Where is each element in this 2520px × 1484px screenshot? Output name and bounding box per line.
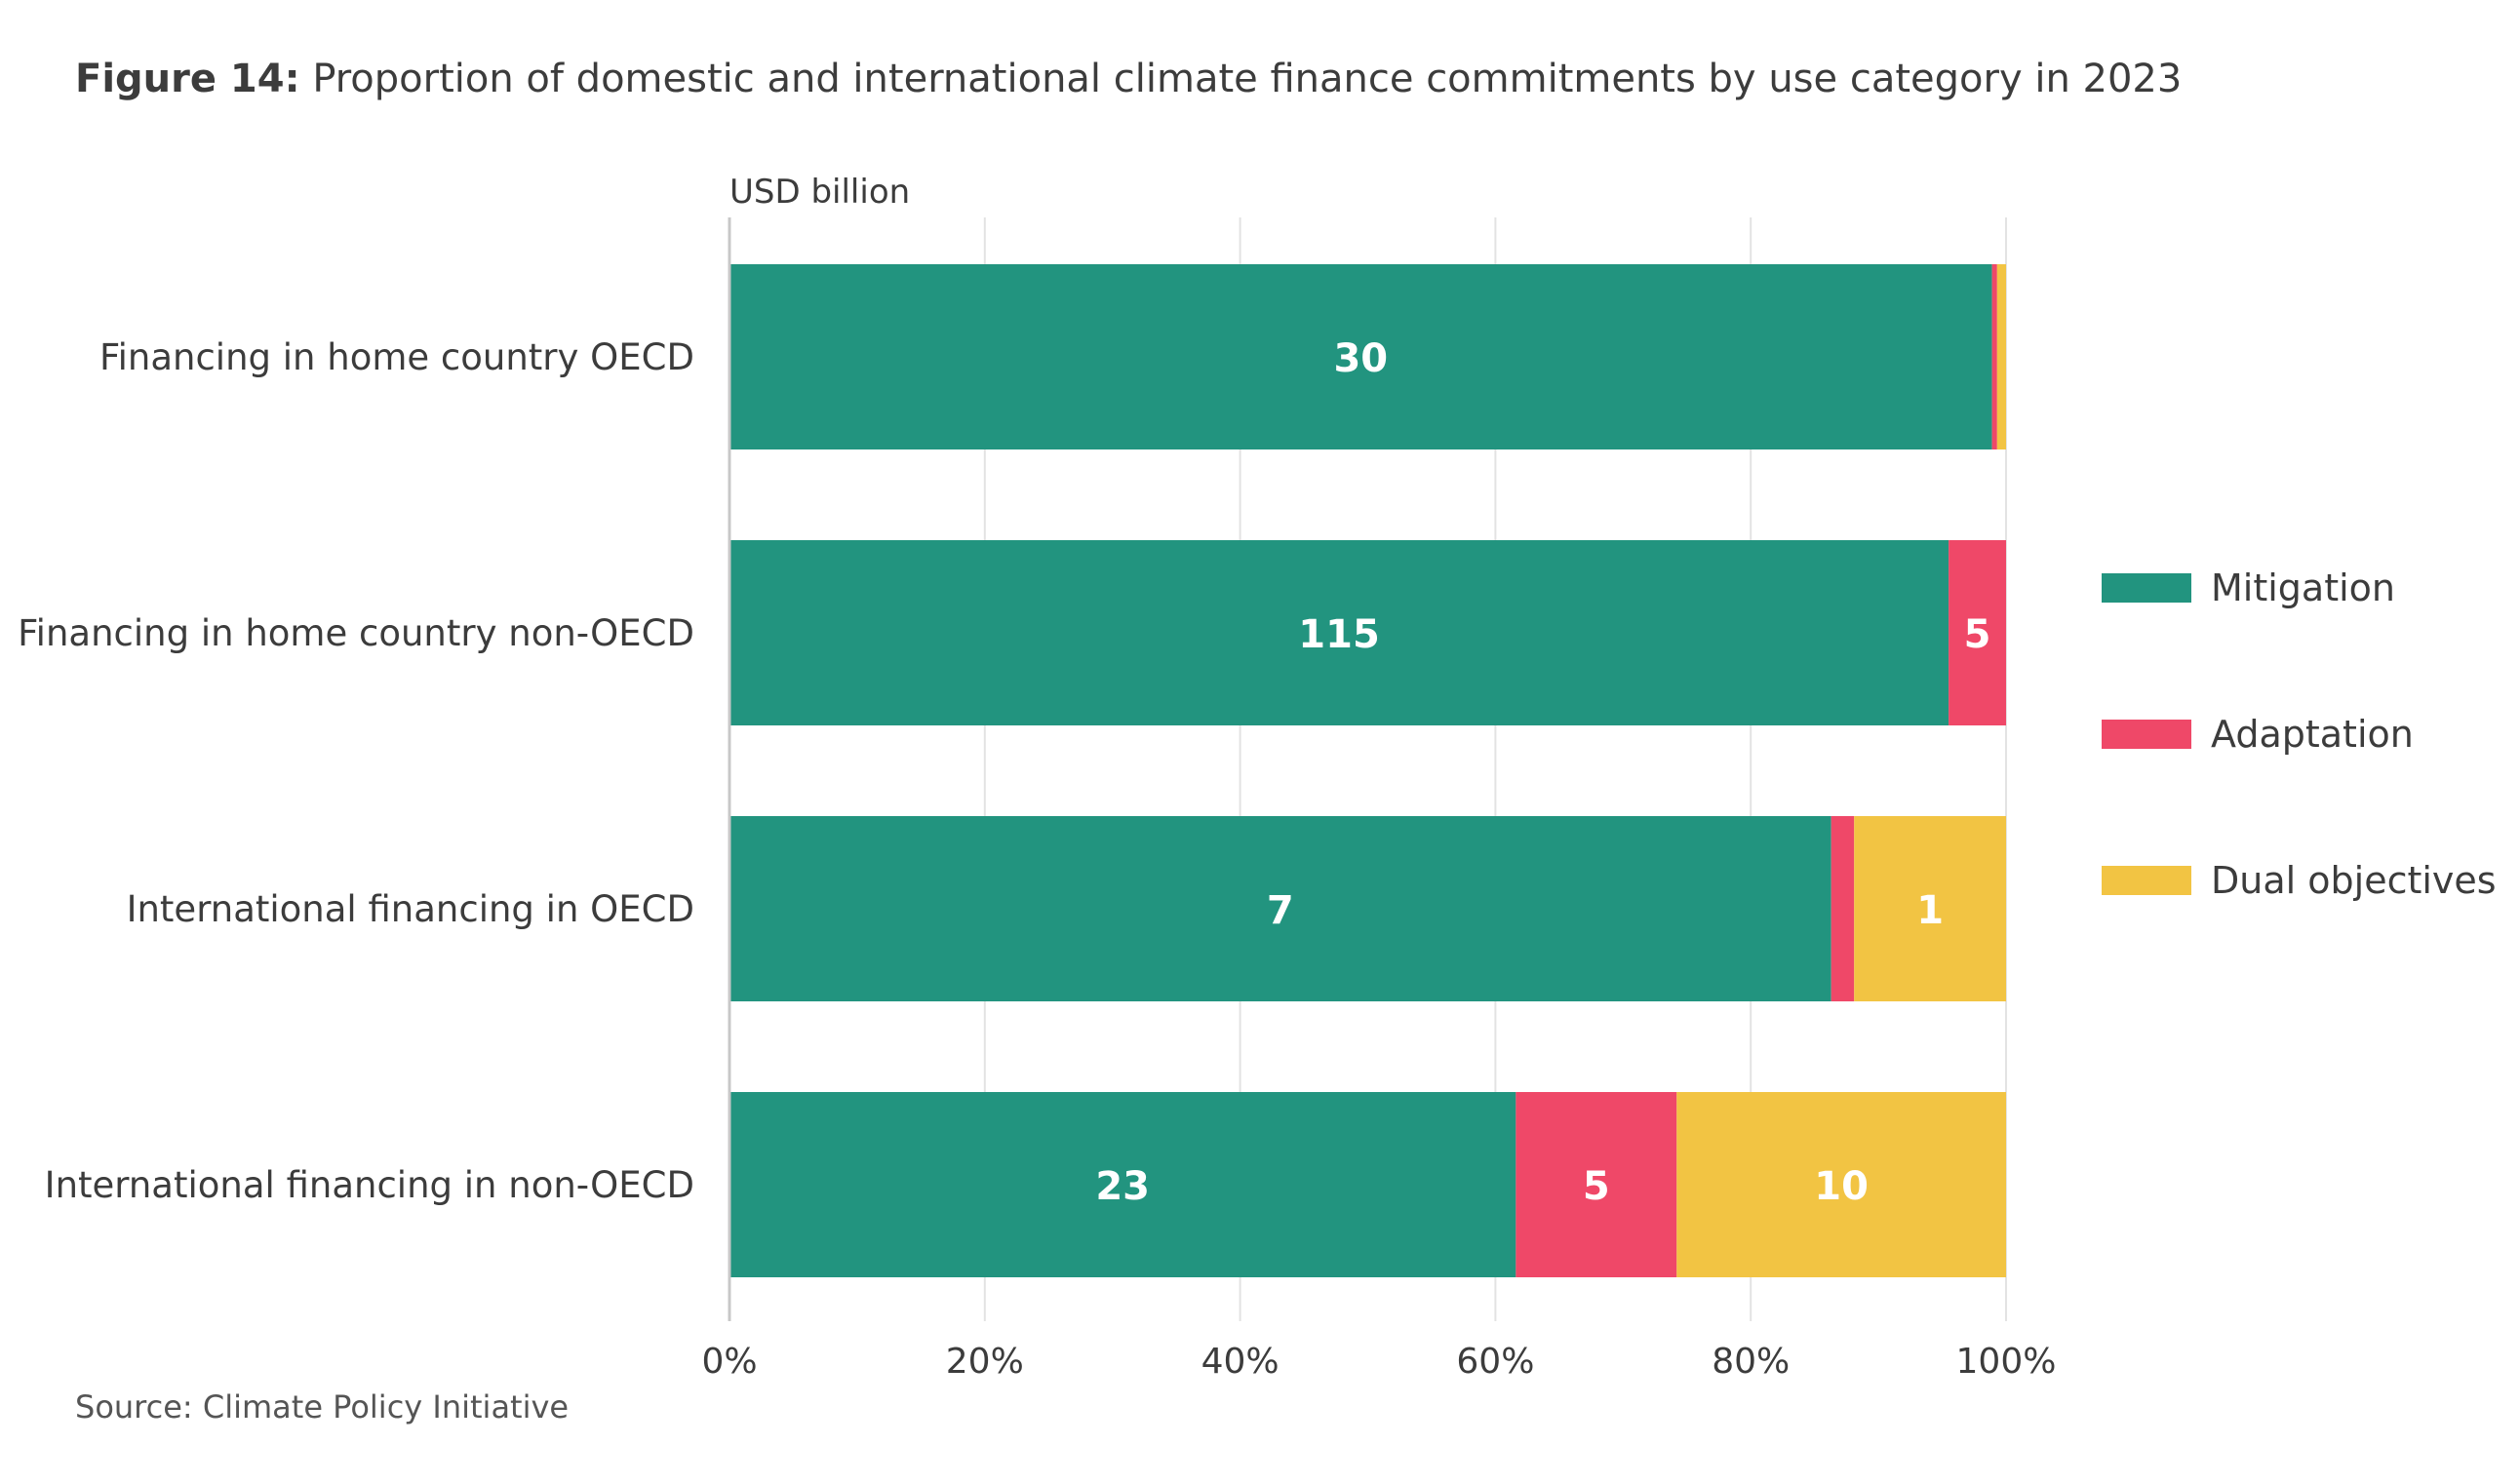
bar-segment-mitigation [729,264,1992,449]
legend-label: Dual objectives [2211,859,2497,902]
category-label: Financing in home country non-OECD [18,612,694,654]
legend: Mitigation Adaptation Dual objectives [2102,566,2497,902]
bar-segment-adaptation [1949,540,2006,725]
legend-swatch [2102,866,2191,895]
data-label: 1 [1916,888,1944,933]
bars: 30 115 5 7 1 23 5 10 [729,264,2006,1277]
data-label: 7 [1267,888,1294,933]
data-label: 10 [1814,1164,1869,1209]
x-tick-label: 40% [1201,1342,1280,1382]
bar-segment-mitigation [729,540,1949,725]
bar-segment-adaptation [1831,816,1855,1001]
bar-segment-dual-objectives [1996,264,2006,449]
legend-swatch [2102,720,2191,749]
bar-segment-dual-objectives [1676,1092,2006,1277]
x-tick-label: 100% [1956,1342,2057,1382]
category-label: International financing in OECD [127,888,694,930]
category-label: Financing in home country OECD [99,336,694,378]
x-tick-label: 0% [701,1342,757,1382]
x-tick-label: 20% [946,1342,1024,1382]
legend-label: Adaptation [2211,713,2414,756]
unit-label: USD billion [729,173,910,212]
data-label: 23 [1095,1164,1150,1209]
bar-segment-adaptation [1516,1092,1677,1277]
figure-title: Figure 14: Proportion of domestic and in… [75,57,2182,101]
figure-label: Figure 14: [75,57,300,101]
data-label: 5 [1964,612,1991,657]
bar-segment-mitigation [729,816,1831,1001]
x-tick-label: 60% [1456,1342,1534,1382]
axes: 0% 20% 40% 60% 80% 100% USD billion Financing i… [18,173,2056,1382]
bar-segment-mitigation [729,1092,1516,1277]
bar-segment-dual-objectives [1854,816,2006,1001]
data-label: 30 [1333,336,1388,381]
data-label: 5 [1583,1164,1610,1209]
legend-swatch [2102,573,2191,603]
bar-segment-adaptation [1991,264,1997,449]
category-label: International financing in non-OECD [45,1164,694,1206]
legend-label: Mitigation [2211,566,2395,609]
source-note: Source: Climate Policy Initiative [75,1388,570,1425]
x-tick-label: 80% [1712,1342,1790,1382]
data-label: 115 [1298,612,1380,657]
figure-title-text: Proportion of domestic and international… [312,57,2183,101]
